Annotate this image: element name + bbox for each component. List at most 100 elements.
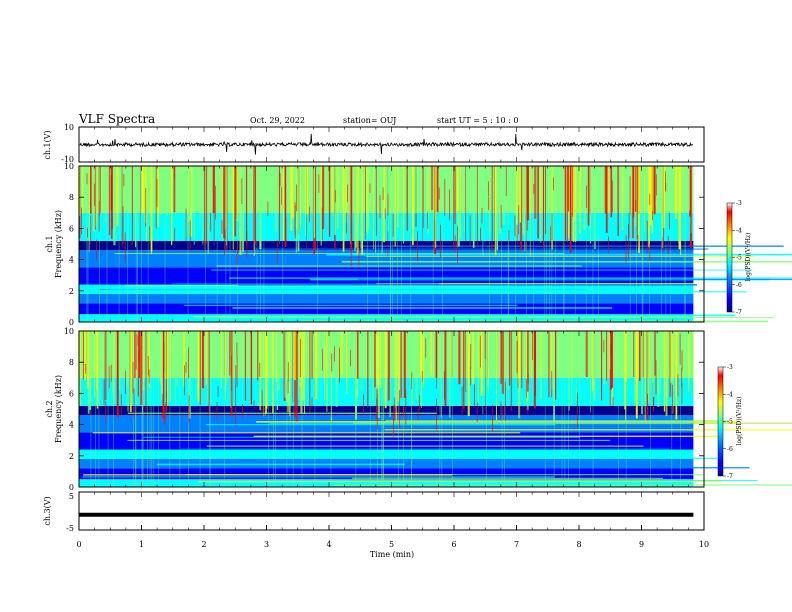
- spectrogram-streak: [474, 384, 475, 408]
- spectrogram-sferic: [467, 331, 470, 417]
- spectrogram-streak: [185, 361, 187, 373]
- spectrogram-impulse: [107, 331, 109, 487]
- spectrogram-streak: [147, 356, 149, 376]
- spectrogram-streak: [103, 379, 105, 406]
- spectrogram-sferic: [327, 166, 329, 213]
- spectrogram-streak: [309, 206, 310, 222]
- spectrogram-impulse: [392, 166, 394, 322]
- spectrogram-tone: [120, 300, 622, 303]
- spectrogram-sferic: [84, 331, 86, 381]
- spectrogram-streak: [242, 404, 243, 418]
- spectrogram-streak: [516, 225, 518, 245]
- spectrogram-tone: [110, 289, 607, 291]
- spectrogram-streak: [124, 232, 126, 263]
- spectrogram-tone: [156, 463, 405, 466]
- spectrogram-sferic: [688, 166, 691, 211]
- spectrogram-impulse: [503, 331, 505, 487]
- spectrogram-sferic: [604, 166, 607, 214]
- spectrogram-impulse: [87, 166, 89, 322]
- spectrogram-streak: [492, 404, 494, 433]
- spectrogram-impulse: [549, 166, 551, 322]
- spectrogram-streak: [145, 187, 147, 227]
- spectrogram-impulse: [598, 166, 600, 322]
- spectrogram-streak: [90, 215, 92, 245]
- spectrogram-band: [79, 449, 694, 459]
- spectrogram-impulse: [224, 331, 226, 487]
- spectrogram-streak: [85, 363, 87, 374]
- spectrogram-sferic: [652, 331, 655, 398]
- spectrogram-band: [79, 293, 694, 304]
- spectrogram-sferic: [118, 331, 121, 391]
- spectrogram-sferic: [94, 331, 95, 398]
- spectrogram-impulse: [286, 331, 288, 487]
- ch2-ytick-label: 4: [69, 421, 74, 430]
- spectrogram-sferic: [657, 331, 660, 407]
- spectrogram-sferic: [259, 331, 262, 411]
- ch1-ytick-label: 4: [69, 256, 74, 265]
- spectrogram-sferic: [300, 166, 301, 228]
- header-date: Oct. 29, 2022: [250, 116, 305, 125]
- spectrogram-sferic: [212, 331, 214, 381]
- spectrogram-impulse: [592, 166, 594, 322]
- spectrogram-streak: [224, 230, 225, 256]
- spectrogram-impulse: [275, 331, 277, 487]
- spectrogram-sferic: [579, 166, 582, 234]
- spectrogram-sferic: [98, 166, 100, 216]
- spectrogram-sferic: [564, 166, 567, 241]
- spectrogram-streak: [403, 406, 405, 418]
- spectrogram-impulse: [568, 331, 569, 487]
- spectrogram-streak: [417, 231, 418, 262]
- spectrogram-sferic: [220, 331, 222, 388]
- spectrogram-sferic: [331, 166, 334, 212]
- spectrogram-streak: [138, 350, 140, 363]
- spectrogram-sferic: [653, 166, 656, 215]
- spectrogram-sferic: [617, 166, 619, 236]
- spectrogram-impulse: [330, 331, 332, 487]
- spectrogram-sferic: [109, 331, 112, 376]
- spectrogram-sferic: [525, 166, 527, 253]
- spectrogram-sferic: [524, 166, 526, 252]
- spectrogram-sferic: [230, 331, 232, 408]
- spectrogram-impulse: [118, 166, 120, 322]
- spectrogram-sferic: [376, 331, 379, 401]
- spectrogram-sferic: [427, 166, 429, 234]
- spectrogram-sferic: [276, 331, 279, 411]
- spectrogram-sferic: [422, 166, 424, 229]
- spectrogram-sferic: [207, 166, 210, 254]
- spectrogram-sferic: [589, 166, 592, 244]
- spectrogram-sferic: [594, 166, 596, 250]
- spectrogram-streak: [174, 227, 176, 242]
- spectrogram-sferic: [259, 166, 262, 250]
- spectrogram-sferic: [491, 166, 493, 253]
- spectrogram-impulse: [585, 166, 587, 322]
- spectrogram-sferic: [500, 331, 503, 384]
- spectrogram-streak: [287, 379, 289, 394]
- spectrogram-sferic: [297, 166, 300, 252]
- spectrogram-streak: [665, 171, 666, 191]
- spectrogram-sferic: [624, 166, 626, 220]
- spectrogram-streak: [586, 185, 588, 208]
- spectrogram-sferic: [587, 166, 590, 226]
- spectrogram-sferic: [89, 331, 91, 410]
- spectrogram-sferic: [641, 331, 644, 415]
- spectrogram-streak: [135, 333, 137, 370]
- spectrogram-sferic: [142, 166, 144, 214]
- spectrogram-impulse: [142, 331, 144, 487]
- spectrogram-streak: [440, 224, 441, 258]
- spectrogram-sferic: [509, 331, 511, 386]
- spectrogram-sferic: [335, 331, 338, 407]
- spectrogram-streak: [137, 334, 139, 346]
- spectrogram-sferic: [250, 331, 253, 405]
- spectrogram-sferic: [454, 166, 456, 225]
- spectrogram-impulse: [546, 166, 548, 322]
- spectrogram-sferic: [663, 331, 666, 412]
- spectrogram-sferic: [186, 166, 188, 237]
- spectrogram-sferic: [202, 331, 204, 388]
- spectrogram-streak: [488, 181, 489, 196]
- spectrogram-sferic: [121, 166, 123, 247]
- spectrogram-sferic: [415, 331, 418, 400]
- spectrogram-sferic: [436, 166, 439, 213]
- spectrogram-sferic: [299, 331, 301, 387]
- spectrogram-streak: [267, 201, 269, 216]
- spectrogram-streak: [637, 235, 639, 248]
